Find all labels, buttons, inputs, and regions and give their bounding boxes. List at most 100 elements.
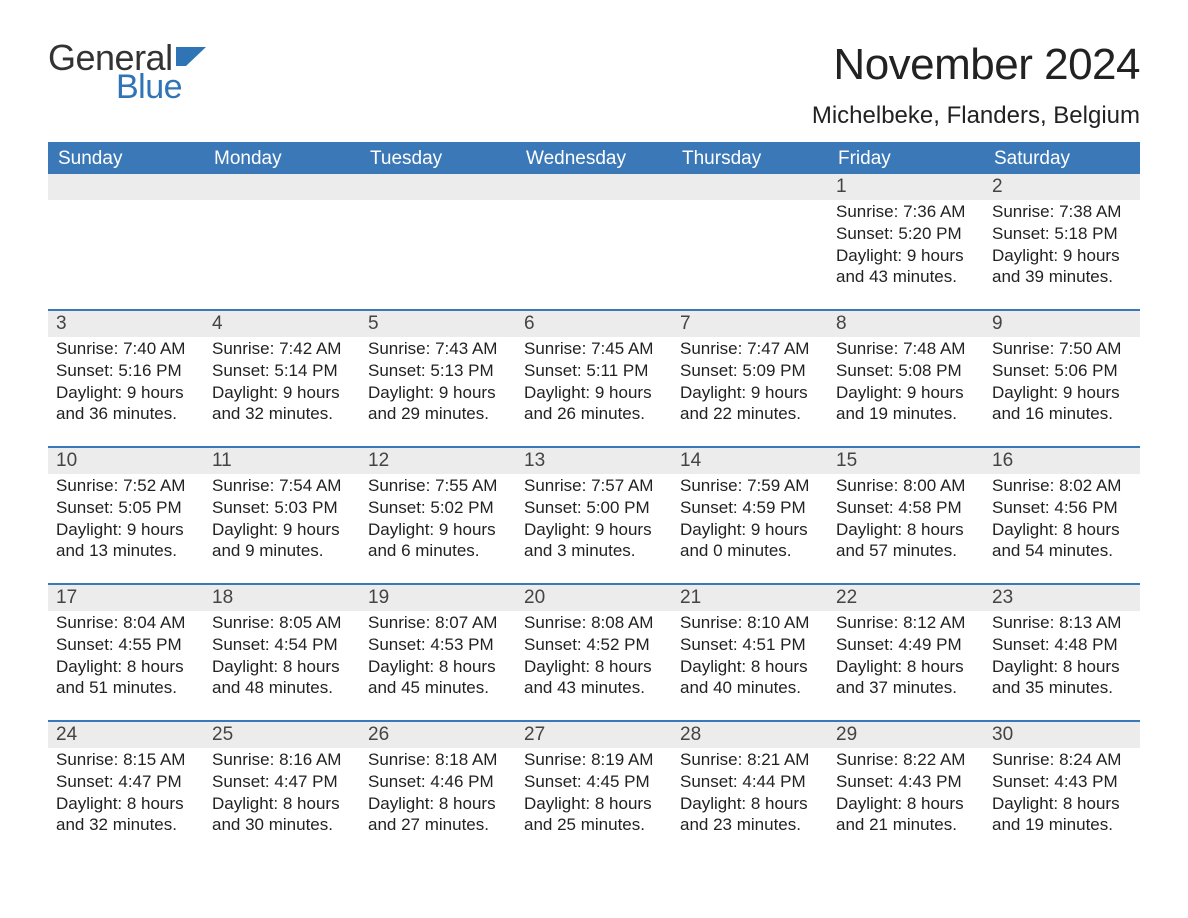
day-sunset: Sunset: 5:00 PM xyxy=(524,497,664,519)
day-d1: Daylight: 8 hours xyxy=(212,656,352,678)
day-number xyxy=(360,174,516,200)
day-d1: Daylight: 8 hours xyxy=(56,656,196,678)
day-d1: Daylight: 9 hours xyxy=(368,519,508,541)
day-content: Sunrise: 8:12 AMSunset: 4:49 PMDaylight:… xyxy=(828,611,984,703)
day-d1: Daylight: 9 hours xyxy=(212,519,352,541)
day-sunrise: Sunrise: 7:52 AM xyxy=(56,475,196,497)
day-sunset: Sunset: 4:45 PM xyxy=(524,771,664,793)
weekday-header-cell: Monday xyxy=(204,142,360,174)
day-d2: and 45 minutes. xyxy=(368,677,508,699)
day-sunset: Sunset: 5:11 PM xyxy=(524,360,664,382)
day-sunrise: Sunrise: 8:07 AM xyxy=(368,612,508,634)
day-number: 14 xyxy=(672,448,828,474)
day-sunset: Sunset: 5:13 PM xyxy=(368,360,508,382)
day-d1: Daylight: 9 hours xyxy=(680,519,820,541)
day-d1: Daylight: 8 hours xyxy=(836,656,976,678)
day-d1: Daylight: 8 hours xyxy=(368,793,508,815)
day-number: 8 xyxy=(828,311,984,337)
day-sunrise: Sunrise: 8:10 AM xyxy=(680,612,820,634)
day-number xyxy=(516,174,672,200)
day-content: Sunrise: 7:36 AMSunset: 5:20 PMDaylight:… xyxy=(828,200,984,292)
day-d1: Daylight: 8 hours xyxy=(524,793,664,815)
day-d2: and 39 minutes. xyxy=(992,266,1132,288)
day-number: 17 xyxy=(48,585,204,611)
logo-text-b: Blue xyxy=(116,70,206,104)
day-sunset: Sunset: 4:51 PM xyxy=(680,634,820,656)
day-cell: 19Sunrise: 8:07 AMSunset: 4:53 PMDayligh… xyxy=(360,585,516,720)
day-cell: 9Sunrise: 7:50 AMSunset: 5:06 PMDaylight… xyxy=(984,311,1140,446)
day-d1: Daylight: 9 hours xyxy=(56,519,196,541)
day-number: 30 xyxy=(984,722,1140,748)
day-sunrise: Sunrise: 8:21 AM xyxy=(680,749,820,771)
day-d2: and 0 minutes. xyxy=(680,540,820,562)
day-sunset: Sunset: 4:44 PM xyxy=(680,771,820,793)
page-header: General Blue November 2024 Michelbeke, F… xyxy=(48,40,1140,130)
day-d2: and 3 minutes. xyxy=(524,540,664,562)
day-d1: Daylight: 8 hours xyxy=(836,793,976,815)
day-number: 27 xyxy=(516,722,672,748)
day-number: 9 xyxy=(984,311,1140,337)
day-number xyxy=(48,174,204,200)
day-cell: 2Sunrise: 7:38 AMSunset: 5:18 PMDaylight… xyxy=(984,174,1140,309)
logo-flag-icon xyxy=(176,44,206,70)
day-d1: Daylight: 9 hours xyxy=(992,382,1132,404)
day-sunrise: Sunrise: 8:13 AM xyxy=(992,612,1132,634)
day-sunrise: Sunrise: 8:22 AM xyxy=(836,749,976,771)
day-cell: 24Sunrise: 8:15 AMSunset: 4:47 PMDayligh… xyxy=(48,722,204,832)
day-content: Sunrise: 8:07 AMSunset: 4:53 PMDaylight:… xyxy=(360,611,516,703)
day-content: Sunrise: 8:18 AMSunset: 4:46 PMDaylight:… xyxy=(360,748,516,840)
day-sunset: Sunset: 4:49 PM xyxy=(836,634,976,656)
day-d2: and 35 minutes. xyxy=(992,677,1132,699)
day-content: Sunrise: 7:59 AMSunset: 4:59 PMDaylight:… xyxy=(672,474,828,566)
day-cell: 7Sunrise: 7:47 AMSunset: 5:09 PMDaylight… xyxy=(672,311,828,446)
day-content: Sunrise: 8:16 AMSunset: 4:47 PMDaylight:… xyxy=(204,748,360,840)
day-content: Sunrise: 8:00 AMSunset: 4:58 PMDaylight:… xyxy=(828,474,984,566)
day-number: 21 xyxy=(672,585,828,611)
day-cell xyxy=(48,174,204,309)
day-content: Sunrise: 8:22 AMSunset: 4:43 PMDaylight:… xyxy=(828,748,984,840)
day-sunrise: Sunrise: 8:00 AM xyxy=(836,475,976,497)
day-number: 28 xyxy=(672,722,828,748)
day-sunrise: Sunrise: 7:55 AM xyxy=(368,475,508,497)
day-number: 23 xyxy=(984,585,1140,611)
day-cell: 20Sunrise: 8:08 AMSunset: 4:52 PMDayligh… xyxy=(516,585,672,720)
day-cell: 23Sunrise: 8:13 AMSunset: 4:48 PMDayligh… xyxy=(984,585,1140,720)
day-sunrise: Sunrise: 8:24 AM xyxy=(992,749,1132,771)
day-d2: and 36 minutes. xyxy=(56,403,196,425)
day-sunset: Sunset: 5:14 PM xyxy=(212,360,352,382)
day-sunrise: Sunrise: 7:45 AM xyxy=(524,338,664,360)
day-content: Sunrise: 8:15 AMSunset: 4:47 PMDaylight:… xyxy=(48,748,204,840)
weekday-header-cell: Tuesday xyxy=(360,142,516,174)
day-cell: 12Sunrise: 7:55 AMSunset: 5:02 PMDayligh… xyxy=(360,448,516,583)
day-number: 15 xyxy=(828,448,984,474)
day-sunrise: Sunrise: 7:40 AM xyxy=(56,338,196,360)
day-number: 12 xyxy=(360,448,516,474)
day-sunrise: Sunrise: 8:16 AM xyxy=(212,749,352,771)
day-sunrise: Sunrise: 7:57 AM xyxy=(524,475,664,497)
day-cell xyxy=(672,174,828,309)
day-sunset: Sunset: 5:20 PM xyxy=(836,223,976,245)
day-sunrise: Sunrise: 7:42 AM xyxy=(212,338,352,360)
day-content: Sunrise: 7:38 AMSunset: 5:18 PMDaylight:… xyxy=(984,200,1140,292)
day-sunrise: Sunrise: 7:50 AM xyxy=(992,338,1132,360)
day-sunset: Sunset: 4:52 PM xyxy=(524,634,664,656)
week-row: 3Sunrise: 7:40 AMSunset: 5:16 PMDaylight… xyxy=(48,309,1140,446)
day-number: 16 xyxy=(984,448,1140,474)
day-d2: and 25 minutes. xyxy=(524,814,664,836)
day-cell: 8Sunrise: 7:48 AMSunset: 5:08 PMDaylight… xyxy=(828,311,984,446)
day-sunrise: Sunrise: 8:02 AM xyxy=(992,475,1132,497)
day-content: Sunrise: 8:04 AMSunset: 4:55 PMDaylight:… xyxy=(48,611,204,703)
day-d1: Daylight: 9 hours xyxy=(524,382,664,404)
day-d2: and 37 minutes. xyxy=(836,677,976,699)
day-d2: and 6 minutes. xyxy=(368,540,508,562)
day-number: 7 xyxy=(672,311,828,337)
day-cell: 26Sunrise: 8:18 AMSunset: 4:46 PMDayligh… xyxy=(360,722,516,832)
day-cell: 16Sunrise: 8:02 AMSunset: 4:56 PMDayligh… xyxy=(984,448,1140,583)
day-cell: 25Sunrise: 8:16 AMSunset: 4:47 PMDayligh… xyxy=(204,722,360,832)
day-d2: and 43 minutes. xyxy=(836,266,976,288)
day-number xyxy=(204,174,360,200)
month-title: November 2024 xyxy=(812,40,1140,90)
day-d1: Daylight: 9 hours xyxy=(524,519,664,541)
day-d2: and 57 minutes. xyxy=(836,540,976,562)
week-row: 24Sunrise: 8:15 AMSunset: 4:47 PMDayligh… xyxy=(48,720,1140,832)
